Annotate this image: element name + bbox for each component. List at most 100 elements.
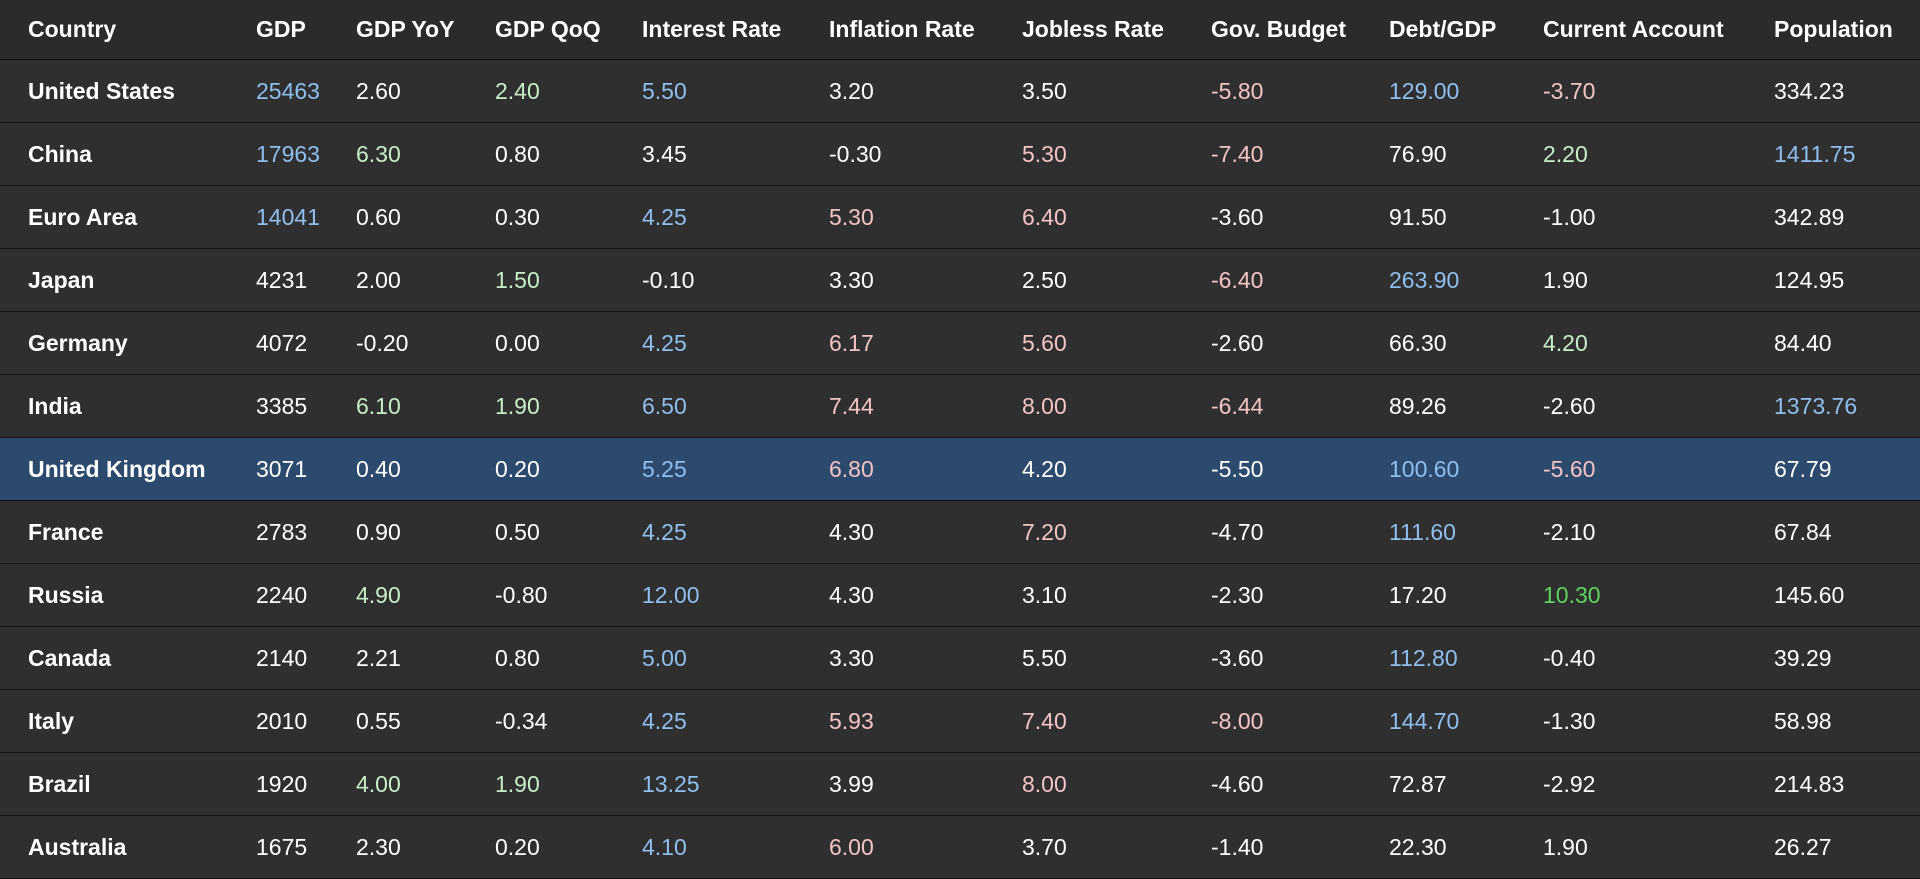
cell-interest-rate: 5.25 [642,455,687,482]
country-name-cell[interactable]: Euro Area [28,203,138,230]
cell-gdp: 2010 [256,707,308,734]
table-row[interactable]: United States 25463 2.60 2.40 5.50 3.20 3.50 -5… [0,60,1920,123]
cell-population: 334.23 [1774,77,1845,104]
cell-gdp: 4072 [256,329,308,356]
cell-inflation-rate: 3.30 [829,266,874,293]
column-header-debt-gdp[interactable]: Debt/GDP [1389,16,1497,42]
cell-interest-rate: 4.25 [642,329,687,356]
cell-current-account: -0.40 [1543,644,1596,671]
cell-gdp-yoy: 0.55 [356,707,401,734]
country-name-cell[interactable]: China [28,140,92,167]
cell-debt-gdp: 144.70 [1389,707,1460,734]
cell-gdp-qoq: 1.50 [495,266,540,293]
table-row[interactable]: Japan 4231 2.00 1.50 -0.10 3.30 2.50 -6.40 263.9… [0,249,1920,312]
cell-inflation-rate: 6.80 [829,455,874,482]
column-header-current-account[interactable]: Current Account [1543,16,1724,42]
country-name-cell[interactable]: India [28,392,82,419]
cell-gdp-yoy: 0.40 [356,455,401,482]
table-row[interactable]: India 3385 6.10 1.90 6.50 7.44 8.00 -6.44 89.26 -… [0,375,1920,438]
cell-population: 26.27 [1774,833,1832,860]
cell-population: 39.29 [1774,644,1832,671]
cell-gov-budget: -7.40 [1211,140,1264,167]
cell-gov-budget: -5.50 [1211,455,1264,482]
country-name-cell[interactable]: United Kingdom [28,455,206,482]
cell-inflation-rate: 5.30 [829,203,874,230]
cell-current-account: 1.90 [1543,833,1588,860]
cell-current-account: -2.60 [1543,392,1596,419]
column-header-gov-budget[interactable]: Gov. Budget [1211,16,1347,42]
country-name-cell[interactable]: France [28,518,104,545]
table-row[interactable]: Australia 1675 2.30 0.20 4.10 6.00 3.70 -1.40 22… [0,816,1920,879]
column-header-interest-rate[interactable]: Interest Rate [642,16,782,42]
country-name-cell[interactable]: Canada [28,644,112,671]
cell-gdp-qoq: 2.40 [495,77,540,104]
cell-jobless-rate: 8.00 [1022,770,1067,797]
cell-interest-rate: 4.25 [642,203,687,230]
table-row[interactable]: Canada 2140 2.21 0.80 5.00 3.30 5.50 -3.60 112.8… [0,627,1920,690]
column-header-inflation-rate[interactable]: Inflation Rate [829,16,975,42]
cell-population: 84.40 [1774,329,1832,356]
cell-gdp: 2783 [256,518,308,545]
cell-debt-gdp: 22.30 [1389,833,1447,860]
table-row[interactable]: Russia 2240 4.90 -0.80 12.00 4.30 3.10 -2.30 17.… [0,564,1920,627]
cell-current-account: -5.60 [1543,455,1596,482]
column-header-population[interactable]: Population [1774,16,1893,42]
cell-interest-rate: 12.00 [642,581,700,608]
column-header-gdp-qoq[interactable]: GDP QoQ [495,16,601,42]
cell-gdp: 1920 [256,770,308,797]
cell-jobless-rate: 2.50 [1022,266,1067,293]
cell-current-account: -2.92 [1543,770,1596,797]
cell-debt-gdp: 263.90 [1389,266,1460,293]
table-row[interactable]: Brazil 1920 4.00 1.90 13.25 3.99 8.00 -4.60 72.8… [0,753,1920,816]
country-name-cell[interactable]: Brazil [28,770,91,797]
table-row[interactable]: Euro Area 14041 0.60 0.30 4.25 5.30 6.40 -3.60 9… [0,186,1920,249]
cell-debt-gdp: 129.00 [1389,77,1460,104]
cell-gdp-yoy: 6.30 [356,140,401,167]
cell-gdp: 17963 [256,140,320,167]
country-name-cell[interactable]: United States [28,77,175,104]
table-row[interactable]: China 17963 6.30 0.80 3.45 -0.30 5.30 -7.40 76.9… [0,123,1920,186]
cell-jobless-rate: 6.40 [1022,203,1067,230]
cell-population: 1373.76 [1774,392,1858,419]
cell-debt-gdp: 76.90 [1389,140,1447,167]
cell-population: 124.95 [1774,266,1845,293]
column-header-jobless-rate[interactable]: Jobless Rate [1022,16,1164,42]
cell-interest-rate: 6.50 [642,392,687,419]
cell-gdp: 4231 [256,266,308,293]
country-name-cell[interactable]: Russia [28,581,104,608]
country-name-cell[interactable]: Germany [28,329,128,356]
cell-current-account: -2.10 [1543,518,1596,545]
cell-gov-budget: -3.60 [1211,644,1264,671]
cell-gdp-qoq: 0.80 [495,140,540,167]
column-header-country[interactable]: Country [28,16,117,42]
country-name-cell[interactable]: Italy [28,707,75,734]
cell-interest-rate: 4.10 [642,833,687,860]
cell-inflation-rate: 3.20 [829,77,874,104]
cell-inflation-rate: 6.00 [829,833,874,860]
cell-debt-gdp: 17.20 [1389,581,1447,608]
cell-jobless-rate: 7.40 [1022,707,1067,734]
cell-gov-budget: -6.44 [1211,392,1264,419]
country-name-cell[interactable]: Australia [28,833,127,860]
cell-inflation-rate: 3.99 [829,770,874,797]
table-row[interactable]: Germany 4072 -0.20 0.00 4.25 6.17 5.60 -2.60 66.… [0,312,1920,375]
cell-population: 214.83 [1774,770,1845,797]
cell-population: 342.89 [1774,203,1845,230]
cell-jobless-rate: 3.10 [1022,581,1067,608]
cell-current-account: 4.20 [1543,329,1588,356]
cell-interest-rate: 3.45 [642,140,687,167]
cell-inflation-rate: 5.93 [829,707,874,734]
table-row[interactable]: United Kingdom 3071 0.40 0.20 5.25 6.80 4.20 -5… [0,438,1920,501]
country-name-cell[interactable]: Japan [28,266,95,293]
cell-gdp-qoq: -0.34 [495,707,548,734]
cell-jobless-rate: 7.20 [1022,518,1067,545]
cell-gdp-yoy: 0.60 [356,203,401,230]
cell-interest-rate: 13.25 [642,770,700,797]
column-header-gdp[interactable]: GDP [256,16,306,42]
column-header-gdp-yoy[interactable]: GDP YoY [356,16,455,42]
table-row[interactable]: Italy 2010 0.55 -0.34 4.25 5.93 7.40 -8.00 144.7… [0,690,1920,753]
table-row[interactable]: France 2783 0.90 0.50 4.25 4.30 7.20 -4.70 111.6… [0,501,1920,564]
cell-jobless-rate: 5.50 [1022,644,1067,671]
cell-current-account: -1.30 [1543,707,1596,734]
